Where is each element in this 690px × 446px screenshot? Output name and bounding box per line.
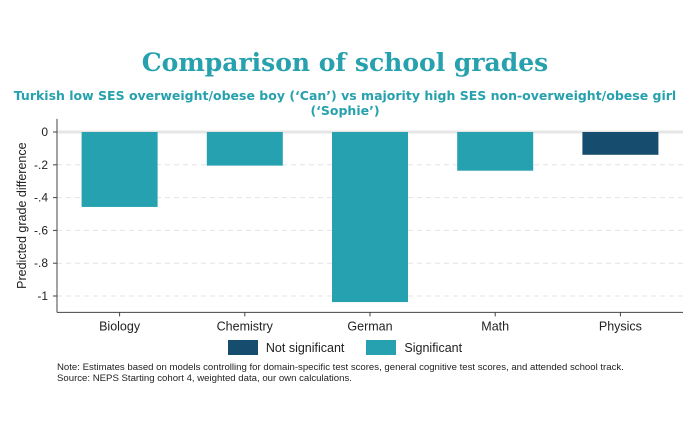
bar-german — [332, 132, 408, 303]
bar-math — [457, 132, 534, 171]
legend-item-not-significant: Not significant — [227, 340, 345, 355]
x-tick-label: Biology — [99, 319, 141, 333]
y-tick-label: -1 — [37, 289, 48, 303]
x-tick-label: Chemistry — [217, 319, 274, 333]
note-text: Note: Estimates based on models controll… — [57, 362, 624, 373]
y-tick-label: -.8 — [34, 256, 48, 270]
y-tick-label: -.6 — [34, 223, 48, 237]
bar-chemistry — [206, 132, 283, 166]
chart-title: Comparison of school grades — [141, 48, 549, 77]
y-tick-label: 0 — [41, 125, 48, 139]
y-tick-label: -.4 — [34, 191, 48, 205]
x-tick-label: Physics — [599, 319, 642, 333]
bar-biology — [81, 132, 158, 207]
legend-swatch — [227, 340, 258, 355]
chart-subtitle: Turkish low SES overweight/obese boy (‘C… — [13, 88, 677, 118]
legend: Not significant Significant — [0, 340, 690, 355]
y-tick-label: -.2 — [34, 158, 48, 172]
legend-label: Not significant — [265, 340, 345, 355]
legend-label: Significant — [404, 340, 463, 355]
legend-swatch — [366, 340, 397, 355]
y-axis-label: Predicted grade difference — [15, 142, 29, 288]
x-tick-label: German — [347, 319, 392, 333]
x-tick-label: Math — [481, 319, 509, 333]
bar-physics — [582, 132, 659, 155]
legend-item-significant: Significant — [366, 340, 462, 355]
source-text: Source: NEPS Starting cohort 4, weighted… — [57, 373, 352, 384]
